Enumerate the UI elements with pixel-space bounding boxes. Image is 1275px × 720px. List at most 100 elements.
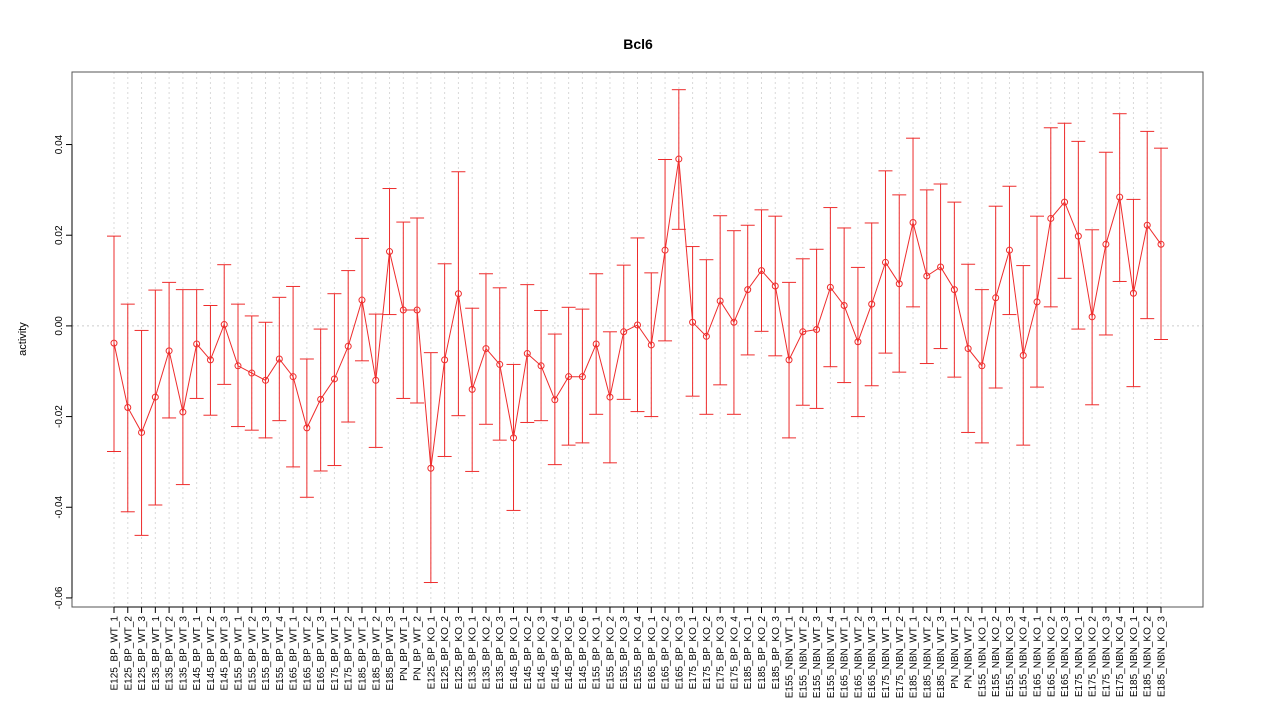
data-point: [771, 282, 779, 290]
x-tick-label: E155_NBN_WT_3: [812, 616, 823, 699]
x-tick-label: E165_BP_KO_2: [661, 616, 672, 690]
data-point: [592, 340, 600, 348]
data-point: [386, 248, 394, 256]
data-point: [496, 360, 504, 368]
x-tick-label: E165_NBN_KO_3: [1060, 616, 1071, 698]
data-point: [840, 301, 848, 309]
x-tick-label: E185_BP_WT_3: [385, 616, 396, 691]
y-tick-label: -0.04: [54, 495, 65, 518]
data-point: [537, 362, 545, 370]
data-point: [330, 375, 338, 383]
x-tick-label: E155_BP_WT_3: [261, 616, 272, 691]
data-point: [1047, 214, 1055, 222]
x-tick-label: E165_NBN_KO_1: [1033, 616, 1044, 698]
x-tick-label: E125_BP_KO_1: [426, 616, 437, 690]
x-tick-label: E165_NBN_WT_1: [840, 616, 851, 699]
x-tick-label: E185_BP_KO_3: [771, 616, 782, 690]
data-point: [124, 404, 132, 412]
data-point: [413, 306, 421, 314]
x-tick-label: E175_BP_KO_3: [716, 616, 727, 690]
data-point: [647, 341, 655, 349]
data-point: [565, 373, 573, 381]
data-point: [868, 300, 876, 308]
x-tick-label: E185_NBN_KO_2: [1143, 616, 1154, 698]
x-tick-label: E165_NBN_WT_2: [853, 616, 864, 699]
x-tick-label: E185_NBN_WT_2: [922, 616, 933, 699]
data-point: [1102, 240, 1110, 248]
x-tick-label: PN_NBN_WT_1: [950, 616, 961, 689]
data-point: [689, 318, 697, 326]
x-tick-label: E175_NBN_KO_4: [1115, 616, 1126, 698]
chart-title: Bcl6: [623, 36, 653, 52]
x-tick-label: E135_BP_WT_3: [178, 616, 189, 691]
grid: [113, 72, 1162, 607]
data-point: [716, 297, 724, 305]
data-point: [165, 347, 173, 355]
x-tick-label: E175_NBN_KO_1: [1074, 616, 1085, 698]
data-point: [1074, 232, 1082, 240]
x-tick-label: E145_BP_KO_2: [523, 616, 534, 690]
x-tick-label: E155_NBN_KO_3: [1005, 616, 1016, 698]
data-point: [303, 424, 311, 432]
data-point: [1019, 351, 1027, 359]
data-point: [744, 286, 752, 294]
x-tick-label: E145_BP_KO_6: [578, 616, 589, 690]
data-point: [1061, 198, 1069, 206]
data-point: [1129, 289, 1137, 297]
x-tick-label: E165_BP_WT_3: [316, 616, 327, 691]
x-tick-label: E125_BP_KO_2: [440, 616, 451, 690]
x-tick-label: E155_BP_KO_3: [619, 616, 630, 690]
x-tick-label: E175_BP_WT_1: [330, 616, 341, 691]
x-tick-label: E165_BP_WT_2: [302, 616, 313, 691]
data-point: [510, 434, 518, 442]
data-point: [937, 263, 945, 271]
x-tick-label: E145_BP_KO_3: [537, 616, 548, 690]
x-tick-label: E155_NBN_WT_1: [785, 616, 796, 699]
x-tick-label: E175_NBN_WT_2: [895, 616, 906, 699]
x-tick-label: E125_BP_KO_3: [454, 616, 465, 690]
y-axis-label: activity: [17, 322, 29, 356]
x-tick-label: E185_NBN_KO_1: [1129, 616, 1140, 698]
data-point: [1088, 313, 1096, 321]
x-tick-label: E135_BP_KO_1: [468, 616, 479, 690]
data-point: [826, 283, 834, 291]
data-point: [785, 356, 793, 364]
data-point: [427, 464, 435, 472]
data-point: [634, 321, 641, 329]
x-tick-label: E185_BP_WT_1: [357, 616, 368, 691]
data-point: [358, 296, 366, 304]
data-point: [317, 395, 325, 403]
x-tick-label: E135_BP_KO_2: [481, 616, 492, 690]
data-point: [551, 396, 559, 404]
x-tick-label: E165_BP_KO_1: [647, 616, 658, 690]
data-point: [992, 294, 1000, 302]
x-tick-label: E145_BP_WT_3: [220, 616, 231, 691]
y-tick-label: 0.04: [54, 134, 65, 154]
x-tick-label: E155_NBN_WT_4: [826, 616, 837, 699]
data-point: [661, 246, 669, 254]
data-point: [978, 362, 986, 370]
x-tick-label: E135_BP_KO_3: [495, 616, 506, 690]
x-tick-label: E155_NBN_KO_2: [991, 616, 1002, 698]
x-tick-label: E175_NBN_KO_2: [1088, 616, 1099, 698]
x-tick-label: E145_BP_WT_2: [206, 616, 217, 691]
x-tick-label: E185_BP_WT_2: [371, 616, 382, 691]
x-tick-label: E175_NBN_KO_3: [1101, 616, 1112, 698]
x-tick-label: PN_NBN_WT_2: [964, 616, 975, 689]
x-tick-label: E185_BP_KO_1: [743, 616, 754, 690]
x-tick-label: E175_BP_WT_2: [344, 616, 355, 691]
x-tick-label: PN_BP_WT_2: [413, 616, 424, 681]
data-point: [468, 385, 476, 393]
x-tick-label: E165_BP_WT_1: [289, 616, 300, 691]
x-tick-label: E155_NBN_KO_1: [977, 616, 988, 698]
x-tick-label: E175_BP_KO_1: [688, 616, 699, 690]
data-point: [454, 290, 462, 298]
data-point: [950, 286, 958, 294]
data-point: [179, 408, 187, 416]
data-point: [1033, 298, 1041, 306]
data-point: [578, 373, 586, 381]
x-tick-label: E155_BP_KO_2: [605, 616, 616, 690]
data-point: [523, 350, 531, 358]
x-tick-label: E155_NBN_KO_4: [1019, 616, 1030, 698]
